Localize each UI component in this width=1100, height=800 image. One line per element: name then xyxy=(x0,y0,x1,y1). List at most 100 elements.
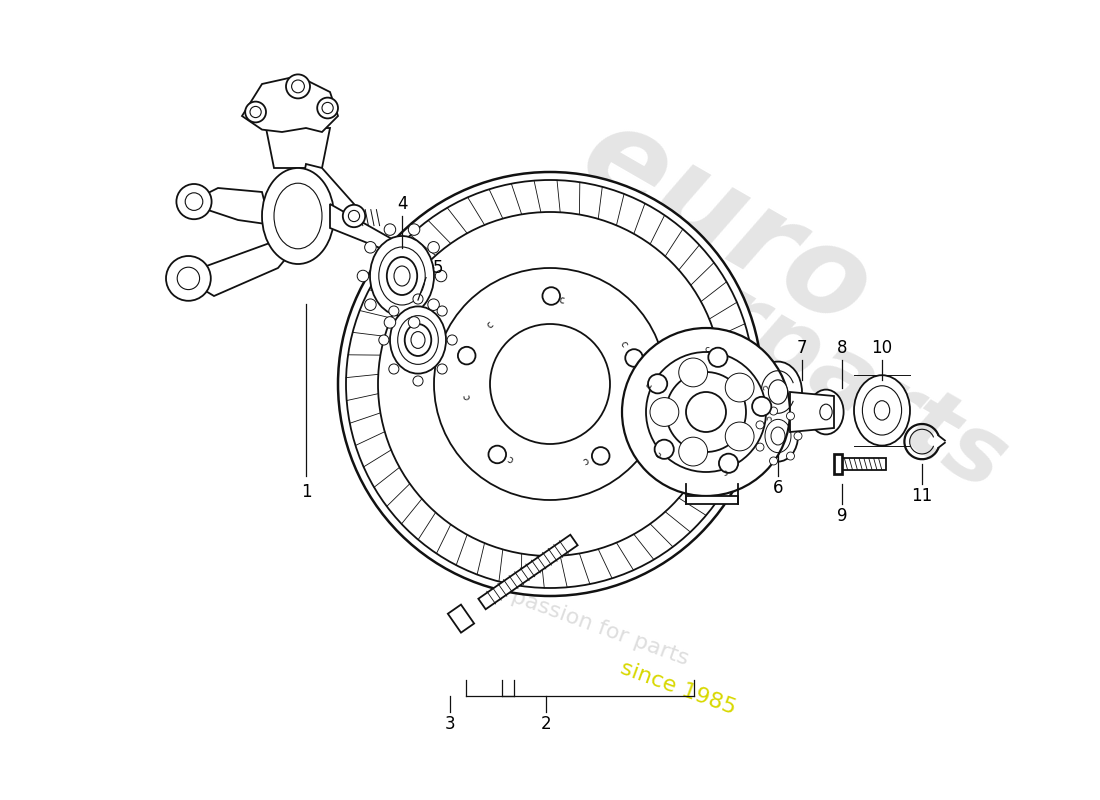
Circle shape xyxy=(358,270,368,282)
Ellipse shape xyxy=(754,362,802,422)
Circle shape xyxy=(317,98,338,118)
Polygon shape xyxy=(202,188,266,224)
Circle shape xyxy=(365,299,376,310)
Circle shape xyxy=(786,452,794,460)
Circle shape xyxy=(488,446,506,463)
Text: euro: euro xyxy=(561,95,891,353)
Text: c: c xyxy=(506,453,515,464)
Text: 9: 9 xyxy=(837,507,847,525)
Ellipse shape xyxy=(405,324,431,356)
Text: carparts: carparts xyxy=(590,209,1022,511)
Circle shape xyxy=(245,102,266,122)
Text: 10: 10 xyxy=(871,339,892,357)
Circle shape xyxy=(725,373,755,402)
Polygon shape xyxy=(686,496,738,504)
Circle shape xyxy=(719,454,738,473)
Circle shape xyxy=(412,294,424,304)
Polygon shape xyxy=(302,164,358,224)
Text: c: c xyxy=(654,449,664,458)
Circle shape xyxy=(166,256,211,301)
Ellipse shape xyxy=(808,390,844,434)
Circle shape xyxy=(408,317,420,328)
Text: c: c xyxy=(627,397,638,404)
Circle shape xyxy=(490,324,610,444)
Circle shape xyxy=(666,372,746,452)
Circle shape xyxy=(378,335,389,345)
Circle shape xyxy=(592,447,609,465)
Circle shape xyxy=(458,347,475,365)
Circle shape xyxy=(770,407,778,415)
Text: c: c xyxy=(581,454,591,466)
Circle shape xyxy=(434,268,666,500)
Circle shape xyxy=(654,440,674,459)
Text: c: c xyxy=(645,382,654,390)
Circle shape xyxy=(725,422,755,451)
Circle shape xyxy=(756,443,764,451)
Circle shape xyxy=(770,457,778,465)
Circle shape xyxy=(648,374,668,394)
Circle shape xyxy=(176,184,211,219)
Polygon shape xyxy=(190,240,298,296)
Text: c: c xyxy=(758,384,769,392)
Circle shape xyxy=(679,358,707,387)
Circle shape xyxy=(625,349,642,366)
Text: 11: 11 xyxy=(912,487,933,505)
Polygon shape xyxy=(834,454,842,474)
Circle shape xyxy=(437,364,448,374)
Polygon shape xyxy=(330,204,430,268)
Text: c: c xyxy=(704,345,710,354)
Circle shape xyxy=(384,317,396,328)
Text: c: c xyxy=(618,339,629,349)
Circle shape xyxy=(412,376,424,386)
Ellipse shape xyxy=(262,168,334,264)
Circle shape xyxy=(708,348,727,367)
Circle shape xyxy=(343,205,365,227)
Circle shape xyxy=(794,432,802,440)
Circle shape xyxy=(408,224,420,235)
Text: 4: 4 xyxy=(397,195,407,213)
Text: c: c xyxy=(485,319,496,330)
Text: a passion for parts: a passion for parts xyxy=(488,579,691,669)
Polygon shape xyxy=(842,458,886,470)
Polygon shape xyxy=(790,392,834,432)
Text: 1: 1 xyxy=(300,483,311,501)
Circle shape xyxy=(621,328,790,496)
Circle shape xyxy=(388,364,399,374)
Circle shape xyxy=(646,352,766,472)
Ellipse shape xyxy=(387,257,417,295)
Polygon shape xyxy=(242,76,338,132)
Circle shape xyxy=(650,398,679,426)
Circle shape xyxy=(679,437,707,466)
Ellipse shape xyxy=(769,380,788,404)
Circle shape xyxy=(338,172,762,596)
Text: 8: 8 xyxy=(837,339,847,357)
Ellipse shape xyxy=(370,236,434,316)
Polygon shape xyxy=(448,605,474,633)
Circle shape xyxy=(428,299,439,310)
Circle shape xyxy=(388,306,399,316)
Text: 2: 2 xyxy=(541,715,551,733)
Circle shape xyxy=(436,270,447,282)
Circle shape xyxy=(447,335,458,345)
Circle shape xyxy=(786,412,794,420)
Circle shape xyxy=(286,74,310,98)
Circle shape xyxy=(752,397,771,416)
Circle shape xyxy=(428,242,439,253)
Circle shape xyxy=(756,421,764,429)
Ellipse shape xyxy=(854,375,910,446)
Polygon shape xyxy=(478,534,578,610)
Text: since 1985: since 1985 xyxy=(617,658,738,718)
Text: 3: 3 xyxy=(444,715,455,733)
Text: c: c xyxy=(722,466,729,476)
Circle shape xyxy=(365,242,376,253)
Text: c: c xyxy=(462,393,472,400)
Circle shape xyxy=(384,224,396,235)
Circle shape xyxy=(542,287,560,305)
Text: 7: 7 xyxy=(796,339,807,357)
Ellipse shape xyxy=(390,306,446,374)
Text: c: c xyxy=(559,295,565,306)
Polygon shape xyxy=(266,128,330,168)
Text: 6: 6 xyxy=(772,479,783,497)
Circle shape xyxy=(437,306,448,316)
Text: c: c xyxy=(763,415,773,421)
